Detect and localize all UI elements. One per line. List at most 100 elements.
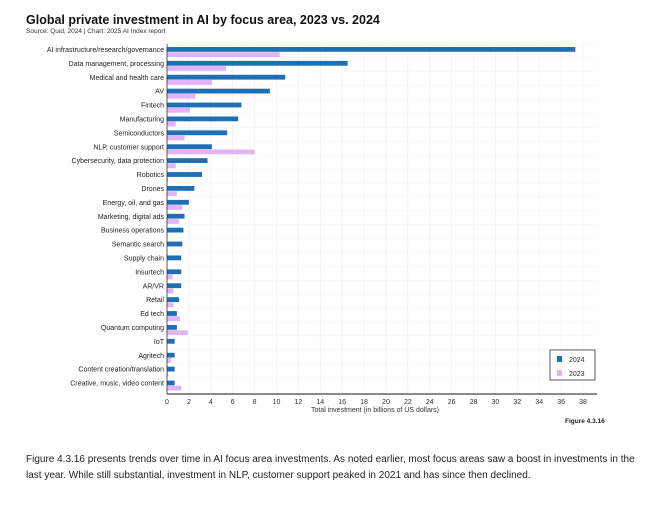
x-tick-label: 26 [448, 399, 456, 406]
x-tick-label: 38 [579, 399, 587, 406]
bar-2023-20 [167, 330, 188, 335]
chart-subtitle: Source: Quid, 2024 | Chart: 2025 AI Inde… [26, 28, 166, 35]
bar-2023-18 [167, 302, 174, 308]
bar-2024-4 [167, 102, 242, 108]
bar-2023-8 [167, 163, 176, 169]
x-tick-label: 16 [338, 399, 346, 406]
bar-2023-5 [167, 121, 176, 127]
bar-2024-5 [167, 116, 239, 122]
bar-2024-7 [167, 144, 212, 150]
bar-2023-3 [167, 93, 196, 99]
bar-2023-9 [167, 177, 169, 183]
bar-2023-10 [167, 191, 177, 196]
bar-2023-19 [167, 316, 181, 322]
x-tick-label: 32 [513, 399, 521, 406]
legend-label-2024: 2024 [569, 357, 585, 364]
category-label: Energy, oil, and gas [103, 200, 165, 207]
bar-2024-23 [167, 366, 175, 372]
category-label: Retail [146, 297, 164, 304]
bar-2024-14 [167, 241, 183, 247]
x-axis-label: Total investment (in billions of US doll… [311, 407, 439, 414]
category-label: Insurtech [135, 269, 164, 276]
category-label: Ed tech [140, 311, 164, 318]
bar-2023-7 [167, 149, 255, 155]
legend-label-2023: 2023 [569, 371, 585, 378]
x-tick-label: 28 [470, 399, 478, 406]
bar-2024-6 [167, 130, 228, 136]
x-tick-label: 30 [492, 399, 500, 406]
x-tick-label: 14 [316, 399, 324, 406]
bar-2024-17 [167, 283, 182, 289]
bar-2024-18 [167, 297, 180, 302]
category-label: Drones [141, 186, 164, 193]
bar-2023-22 [167, 358, 171, 363]
x-tick-label: 2 [187, 399, 191, 406]
bar-2023-24 [167, 385, 182, 391]
bar-2024-19 [167, 311, 177, 316]
bar-2023-4 [167, 107, 190, 113]
x-tick-label: 8 [253, 399, 257, 406]
category-label: Robotics [137, 172, 165, 179]
x-tick-label: 18 [360, 399, 368, 406]
chart-title: Global private investment in AI by focus… [26, 13, 380, 27]
bar-2024-2 [167, 74, 286, 80]
category-label: NLP, customer support [93, 144, 164, 151]
category-label: Supply chain [124, 256, 164, 263]
category-label: Manufacturing [120, 117, 164, 124]
bar-2024-20 [167, 325, 177, 330]
x-tick-label: 6 [231, 399, 235, 406]
bar-2024-24 [167, 380, 175, 386]
bar-2023-1 [167, 66, 227, 71]
body-paragraph: Figure 4.3.16 presents trends over time … [26, 454, 635, 481]
bar-2024-9 [167, 172, 203, 177]
figure-label: Figure 4.3.16 [565, 418, 605, 425]
bar-2024-8 [167, 158, 208, 163]
category-label: Business operations [101, 228, 165, 235]
category-label: AR/VR [143, 283, 164, 290]
category-label: Content creation/translation [78, 367, 164, 374]
bar-2024-13 [167, 227, 184, 233]
legend-swatch-2024 [557, 356, 562, 362]
category-label: AV [155, 89, 164, 96]
x-tick-label: 24 [426, 399, 434, 406]
bar-2023-6 [167, 135, 185, 141]
bar-2024-3 [167, 88, 270, 94]
bar-2024-21 [167, 338, 175, 344]
category-label: Cybersecurity, data protection [72, 158, 165, 165]
category-label: Semiconductors [114, 130, 165, 137]
bar-2024-15 [167, 255, 182, 261]
bar-2024-0 [167, 47, 576, 52]
category-label: Medical and health care [90, 75, 164, 82]
bar-2024-22 [167, 352, 175, 358]
category-label: IoT [154, 339, 165, 346]
bar-2023-12 [167, 219, 180, 224]
x-tick-label: 12 [294, 399, 302, 406]
x-tick-label: 20 [382, 399, 390, 406]
bar-2024-1 [167, 60, 348, 66]
bar-2023-0 [167, 52, 280, 57]
category-label: Quantum computing [101, 325, 164, 332]
x-tick-label: 10 [273, 399, 281, 406]
category-label: Data management, processing [69, 61, 164, 68]
bar-2024-10 [167, 186, 195, 191]
bar-2024-12 [167, 213, 185, 219]
category-label: Agritech [138, 353, 164, 360]
bar-2023-2 [167, 80, 212, 85]
bar-2023-23 [167, 371, 169, 377]
x-tick-label: 0 [165, 399, 169, 406]
bar-2023-17 [167, 288, 174, 294]
x-tick-label: 22 [404, 399, 412, 406]
bar-2024-16 [167, 269, 182, 275]
category-label: Semantic search [112, 242, 164, 249]
category-label: AI infrastructure/research/governance [47, 47, 164, 54]
x-tick-label: 34 [535, 399, 543, 406]
category-label: Fintech [141, 103, 164, 110]
category-label: Creative, music, video content [70, 381, 164, 388]
legend-swatch-2023 [557, 370, 562, 376]
x-tick-label: 36 [557, 399, 565, 406]
bar-2024-11 [167, 199, 189, 205]
x-tick-label: 4 [209, 399, 213, 406]
bar-2023-16 [167, 274, 173, 280]
bar-2023-11 [167, 205, 183, 210]
